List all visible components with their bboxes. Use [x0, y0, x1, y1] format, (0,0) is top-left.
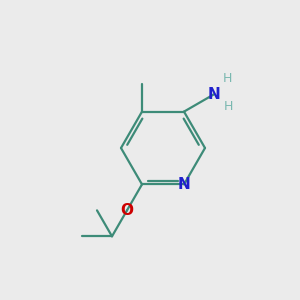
Text: H: H — [222, 72, 232, 85]
Text: N: N — [178, 177, 190, 192]
Text: N: N — [208, 87, 221, 102]
Text: O: O — [121, 203, 134, 218]
Text: H: H — [223, 100, 233, 113]
